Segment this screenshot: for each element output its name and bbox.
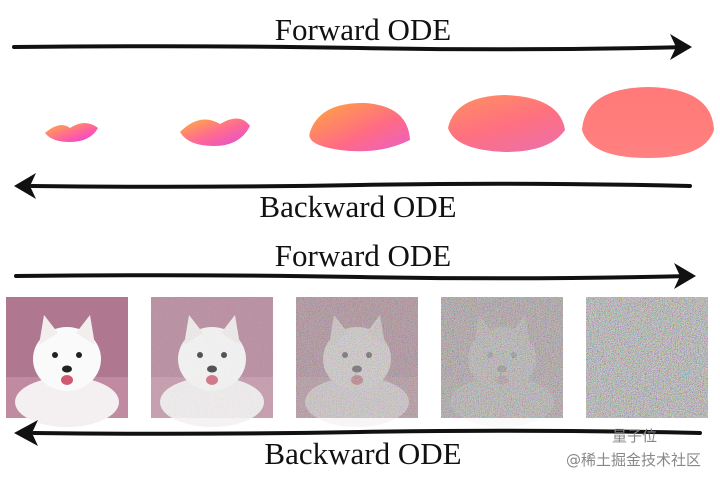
forward-arrow: [12, 34, 692, 60]
forward-arrow: [14, 263, 696, 289]
watermark-source: 量子位: [612, 427, 657, 445]
backward-label: Backward ODE: [264, 436, 461, 471]
backward-arrow: [14, 173, 692, 199]
watermark-platform: @稀土掘金技术社区: [566, 451, 701, 469]
forward-label: Forward ODE: [275, 238, 452, 273]
backward-label: Backward ODE: [259, 189, 456, 224]
backward-arrow: [14, 420, 702, 446]
noisy-images: [6, 297, 708, 427]
forward-label: Forward ODE: [275, 12, 452, 47]
density-shapes: [45, 87, 714, 158]
